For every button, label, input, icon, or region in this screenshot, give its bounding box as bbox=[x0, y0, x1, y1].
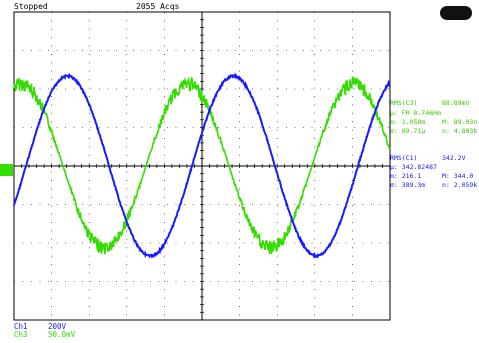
run-stop-button[interactable] bbox=[440, 6, 472, 20]
rms-c1-stat-row: σ: 389.3m n: 2.059k bbox=[390, 181, 478, 189]
rms-c3-stat-row: m: 1.058m M: 89.03n bbox=[390, 118, 478, 126]
ch3-scale-readout[interactable]: Ch3 50.0mV bbox=[14, 331, 75, 339]
rms-c1-value: 342.2V bbox=[442, 154, 466, 162]
graticule-frame bbox=[13, 11, 391, 321]
rms-c1-header: RMS(C1) 342.2V bbox=[390, 154, 465, 162]
ch1-scale-readout[interactable]: Ch1 200V bbox=[14, 323, 66, 331]
rms-c3-stat-row: μ: FR 8.746Hm bbox=[390, 109, 441, 117]
acquisition-status: Stopped bbox=[14, 2, 48, 11]
ch1-scale: 200V bbox=[48, 322, 67, 331]
rms-c1-stat-row: m: 216.1 M: 344.0 bbox=[390, 172, 474, 180]
rms-c3-header: RMS(C3) 88.89mV bbox=[390, 99, 469, 107]
rms-c3-value: 88.89mV bbox=[442, 99, 470, 107]
ch3-scale: 50.0mV bbox=[48, 330, 76, 339]
ch1-waveform bbox=[13, 72, 391, 260]
rms-c3-stat-row: σ: 69.71μ n: 4.803k bbox=[390, 127, 478, 135]
ch3-name: Ch3 bbox=[14, 330, 28, 339]
rms-c1-label: RMS(C1) bbox=[390, 154, 418, 162]
rms-c1-stat-row: μ: 342.82487 bbox=[390, 163, 437, 171]
rms-c3-label: RMS(C3) bbox=[390, 99, 418, 107]
ch3-waveform bbox=[13, 76, 391, 255]
ch1-name: Ch1 bbox=[14, 322, 28, 331]
ch3-ground-marker-icon bbox=[0, 164, 13, 176]
acquisition-count: 2055 Acqs bbox=[136, 2, 180, 11]
